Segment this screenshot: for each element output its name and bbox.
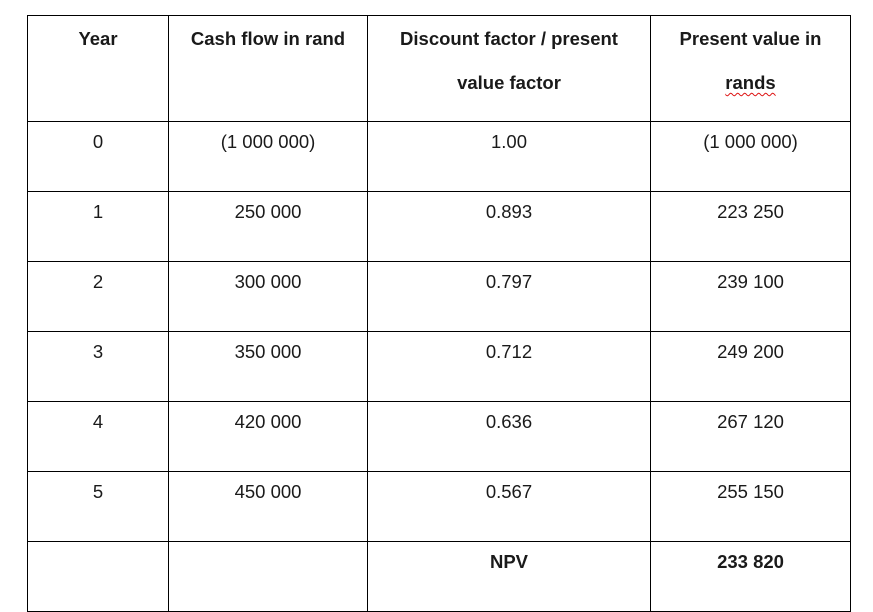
cell-cash-flow: 250 000 bbox=[168, 191, 368, 262]
header-year: Year bbox=[27, 15, 169, 122]
cell-empty bbox=[27, 541, 169, 612]
npv-label: NPV bbox=[367, 541, 651, 612]
header-present-value-line2: rands bbox=[651, 61, 850, 105]
cell-year: 2 bbox=[27, 261, 169, 332]
header-cash-flow-label: Cash flow in rand bbox=[190, 28, 346, 49]
cell-factor: 0.712 bbox=[367, 331, 651, 402]
cell-cash-flow: 300 000 bbox=[168, 261, 368, 332]
table-row: 4 420 000 0.636 267 120 bbox=[27, 401, 851, 472]
cell-factor: 0.636 bbox=[367, 401, 651, 472]
header-cash-flow: Cash flow in rand bbox=[168, 15, 368, 122]
header-year-label: Year bbox=[78, 28, 118, 49]
table-row: 0 (1 000 000) 1.00 (1 000 000) bbox=[27, 121, 851, 192]
cell-present-value: 249 200 bbox=[650, 331, 851, 402]
header-present-value-word: rands bbox=[725, 72, 776, 93]
cell-cash-flow: 350 000 bbox=[168, 331, 368, 402]
table-row: 5 450 000 0.567 255 150 bbox=[27, 471, 851, 542]
cell-factor: 0.567 bbox=[367, 471, 651, 542]
cell-present-value: (1 000 000) bbox=[650, 121, 851, 192]
cell-factor: 0.797 bbox=[367, 261, 651, 332]
table-row: 2 300 000 0.797 239 100 bbox=[27, 261, 851, 332]
header-present-value: Present value in rands bbox=[650, 15, 851, 122]
header-discount-factor: Discount factor / present value factor bbox=[367, 15, 651, 122]
cell-present-value: 239 100 bbox=[650, 261, 851, 332]
table-row: 3 350 000 0.712 249 200 bbox=[27, 331, 851, 402]
npv-value: 233 820 bbox=[650, 541, 851, 612]
cell-present-value: 255 150 bbox=[650, 471, 851, 542]
total-row: NPV 233 820 bbox=[27, 541, 851, 612]
header-discount-factor-line1: Discount factor / present bbox=[400, 28, 618, 49]
cell-empty bbox=[168, 541, 368, 612]
table-row: 1 250 000 0.893 223 250 bbox=[27, 191, 851, 262]
cell-year: 4 bbox=[27, 401, 169, 472]
cell-factor: 0.893 bbox=[367, 191, 651, 262]
cell-factor: 1.00 bbox=[367, 121, 651, 192]
cell-year: 1 bbox=[27, 191, 169, 262]
cell-cash-flow: 420 000 bbox=[168, 401, 368, 472]
cell-cash-flow: 450 000 bbox=[168, 471, 368, 542]
cell-present-value: 223 250 bbox=[650, 191, 851, 262]
cell-year: 0 bbox=[27, 121, 169, 192]
cell-year: 3 bbox=[27, 331, 169, 402]
header-discount-factor-line2: value factor bbox=[457, 72, 561, 93]
npv-table: Year Cash flow in rand Discount factor /… bbox=[27, 15, 851, 612]
cell-cash-flow: (1 000 000) bbox=[168, 121, 368, 192]
cell-year: 5 bbox=[27, 471, 169, 542]
cell-present-value: 267 120 bbox=[650, 401, 851, 472]
header-present-value-line1: Present value in bbox=[679, 28, 822, 49]
header-row: Year Cash flow in rand Discount factor /… bbox=[27, 15, 851, 122]
